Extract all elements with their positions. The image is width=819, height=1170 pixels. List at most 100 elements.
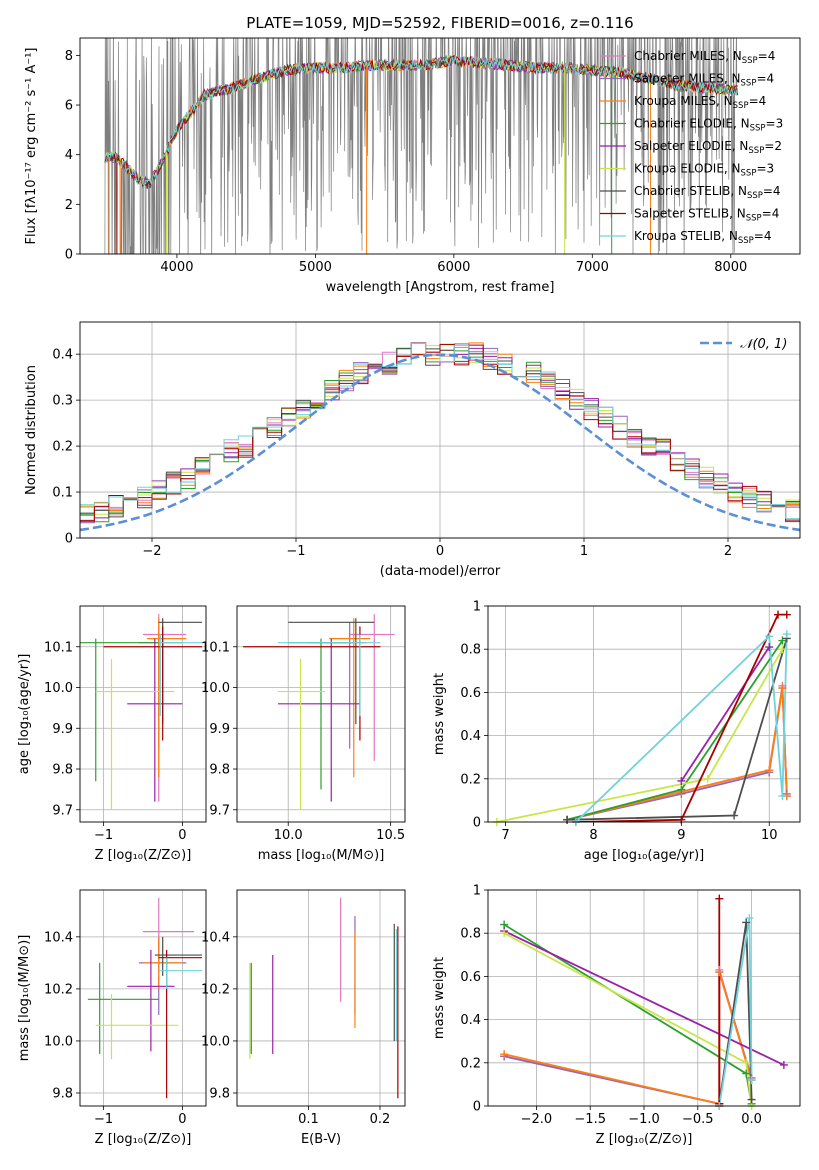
plot-frame (487, 605, 801, 823)
legend-label-name: Chabrier ELODIE, N (634, 117, 750, 131)
y-tick-label: 9.8 (52, 1086, 73, 1101)
weight-marker-chabrier_stelib (747, 1095, 756, 1104)
legend-label-subscript: SSP (741, 169, 757, 179)
y-axis-label: Flux [fλ10⁻¹⁷ erg cm⁻² s⁻¹ A⁻¹] (24, 48, 39, 245)
y-tick-label: 9.9 (209, 722, 230, 737)
x-axis-label: (data-model)/error (380, 564, 501, 579)
y-tick-label: 10.4 (44, 930, 73, 945)
x-tick-label: 10.5 (376, 828, 405, 843)
weight-marker-kroupa_stelib (745, 914, 754, 923)
y-tick-label: 10.0 (44, 1034, 73, 1049)
weight-marker-salpeter_stelib (774, 610, 783, 619)
plot-frame (236, 605, 406, 823)
y-tick-label: 9.9 (52, 722, 73, 737)
legend-label-name: Salpeter ELODIE, N (634, 139, 748, 153)
figure-title: PLATE=1059, MJD=52592, FIBERID=0016, z=0… (246, 14, 633, 32)
weight-line-kroupa_stelib (575, 634, 788, 822)
y-tick-label: 0.4 (460, 729, 481, 744)
y-tick-label: 9.8 (209, 1086, 230, 1101)
legend-label: Chabrier ELODIE, NSSP=3 (634, 117, 783, 134)
x-tick-label: 7 (501, 828, 509, 843)
y-tick-label: 1 (473, 600, 481, 615)
plot-area-mass-vs-EBV (249, 897, 399, 1099)
x-tick-label: 7000 (576, 260, 609, 275)
model-line-salpeter_stelib (104, 54, 738, 186)
weight-marker-salpeter_stelib (677, 815, 686, 824)
panel-age-vs-mass: 10.0 10.5 9.7 9.8 9.9 10.0 10.1 mass [log₁₀(M/M… (201, 605, 406, 863)
legend-label-value: =4 (758, 49, 776, 63)
x-axis-label: Z [log₁₀(Z/Z⊙)] (596, 1132, 693, 1147)
legend-label: Chabrier STELIB, NSSP=4 (634, 184, 781, 201)
y-tick-label: 0.4 (460, 1013, 481, 1028)
panel-mass-vs-EBV: 0.1 0.2 9.8 10.0 10.2 10.4 E(B-V) (201, 889, 406, 1147)
y-tick-label: 0.2 (52, 440, 73, 455)
legend-label-name: Salpeter STELIB, N (634, 207, 746, 221)
legend-label-subscript: SSP (741, 79, 757, 89)
legend-label-name: Kroupa MILES, N (634, 94, 733, 108)
plot-frame (79, 605, 207, 823)
plot-area-weight-vs-age (496, 613, 788, 822)
x-tick-label: 0 (178, 828, 186, 843)
legend-label-subscript: SSP (748, 146, 764, 156)
x-tick-label: 6000 (437, 260, 470, 275)
weight-marker-kroupa_stelib (782, 630, 791, 639)
weight-marker-kroupa_stelib (778, 792, 787, 801)
x-tick-label: 8000 (714, 260, 747, 275)
legend-label: Kroupa MILES, NSSP=4 (634, 94, 766, 111)
y-tick-label: 9.7 (52, 803, 73, 818)
y-tick-label: 10.1 (44, 640, 73, 655)
panel-age-vs-Z: −1 0 9.7 9.8 9.9 10.0 10.1 Z [log₁₀(Z/Z⊙)] age [… (17, 605, 207, 863)
legend-label-value: =4 (756, 72, 774, 86)
y-tick-label: 0 (65, 248, 73, 263)
y-axis-label: mass weight (432, 673, 447, 755)
weight-marker-kroupa_elodie (742, 1058, 751, 1067)
plot-frame (79, 889, 207, 1107)
weight-marker-salpeter_elodie (677, 776, 686, 785)
legend-label-name: Kroupa ELODIE, N (634, 162, 741, 176)
x-tick-label: 0.0 (741, 1112, 762, 1127)
plot-frame (487, 889, 801, 1107)
x-tick-label: 5000 (299, 260, 332, 275)
x-axis-label: wavelength [Angstrom, rest frame] (326, 280, 555, 295)
legend-label: Kroupa ELODIE, NSSP=3 (634, 162, 774, 179)
y-tick-label: 0 (473, 816, 481, 831)
y-axis-label: mass [log₁₀(M/M⊙)] (17, 935, 32, 1062)
y-tick-label: 9.7 (209, 803, 230, 818)
y-tick-label: 0.8 (460, 927, 481, 942)
x-tick-label: −2 (142, 544, 161, 559)
legend-label-value: =4 (754, 229, 772, 243)
legend-label-subscript: SSP (747, 191, 763, 201)
weight-marker-kroupa_miles (765, 766, 774, 775)
y-axis-label: age [log₁₀(age/yr)] (17, 654, 32, 775)
y-tick-label: 4 (65, 148, 73, 163)
weight-marker-salpeter_elodie (765, 643, 774, 652)
plot-frame (79, 37, 801, 255)
legend-label-name: Salpeter MILES, N (634, 72, 741, 86)
y-tick-label: 0.8 (460, 643, 481, 658)
legend-label-subscript: SSP (733, 101, 749, 111)
histogram-step-chabrier_elodie (80, 344, 800, 523)
plot-area-mass-vs-Z (87, 897, 203, 1099)
y-tick-label: 1 (473, 884, 481, 899)
legend-label-subscript: SSP (742, 56, 758, 66)
x-tick-label: 10 (761, 828, 778, 843)
legend-label-subscript: SSP (750, 124, 766, 134)
weight-marker-salpeter_stelib (715, 894, 724, 903)
weight-marker-chabrier_stelib (730, 811, 739, 820)
weight-line-salpeter_stelib (575, 613, 787, 822)
y-tick-label: 0.4 (52, 348, 73, 363)
plot-frame (79, 321, 801, 539)
legend-label-value: =2 (764, 139, 782, 153)
x-axis-label: E(B-V) (301, 1132, 341, 1147)
y-tick-label: 2 (65, 198, 73, 213)
y-tick-label: 0.2 (460, 1056, 481, 1071)
histogram-step-chabrier_miles (80, 342, 800, 523)
legend-label: Salpeter ELODIE, NSSP=2 (634, 139, 782, 156)
weight-marker-chabrier_elodie (677, 785, 686, 794)
weight-marker-kroupa_miles (778, 684, 787, 693)
weight-marker-kroupa_elodie (703, 774, 712, 783)
x-axis-label: Z [log₁₀(Z/Z⊙)] (95, 848, 192, 863)
legend-label: Salpeter STELIB, NSSP=4 (634, 207, 779, 224)
weight-marker-kroupa_elodie (500, 929, 509, 938)
